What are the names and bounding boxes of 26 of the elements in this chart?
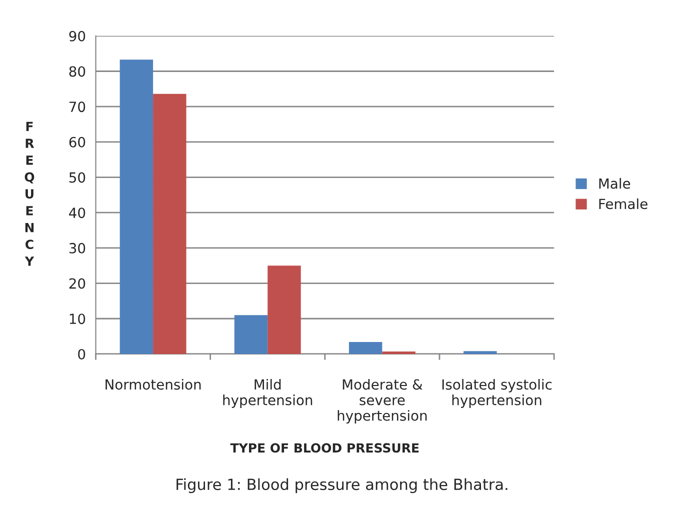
y-tick-label: 0: [78, 348, 86, 360]
x-tick-label: Mild hypertension: [223, 378, 312, 408]
bar: [268, 266, 301, 354]
y-tick-label: 50: [69, 172, 86, 183]
y-tick-label: 80: [69, 66, 86, 77]
x-tick-label: Isolated systolic hypertension: [442, 378, 552, 408]
y-tick-label: 10: [70, 314, 86, 324]
x-axis-title: TYPE OF BLOOD PRESSURE: [230, 443, 419, 453]
bar: [234, 315, 268, 354]
bar: [464, 351, 497, 354]
y-tick-label: 40: [69, 208, 86, 218]
y-tick-label: 20: [69, 278, 86, 289]
legend-label: Female: [599, 198, 648, 210]
bar: [382, 351, 416, 354]
x-tick-label: Normotension: [106, 378, 201, 390]
text: FREQUENCY: [24, 122, 34, 266]
y-tick-label: 90: [69, 30, 86, 42]
bar: [348, 342, 382, 354]
legend-label: Male: [599, 178, 630, 189]
x-tick-label: Moderate & severe hypertension: [338, 378, 427, 424]
bar: [153, 94, 186, 354]
y-tick-label: 60: [69, 136, 86, 148]
text: Figure 1: Blood pressure among the Bhatra.: [176, 478, 508, 494]
y-tick-label: 30: [69, 242, 86, 254]
bar: [120, 60, 154, 354]
y-tick-label: 70: [70, 102, 86, 112]
